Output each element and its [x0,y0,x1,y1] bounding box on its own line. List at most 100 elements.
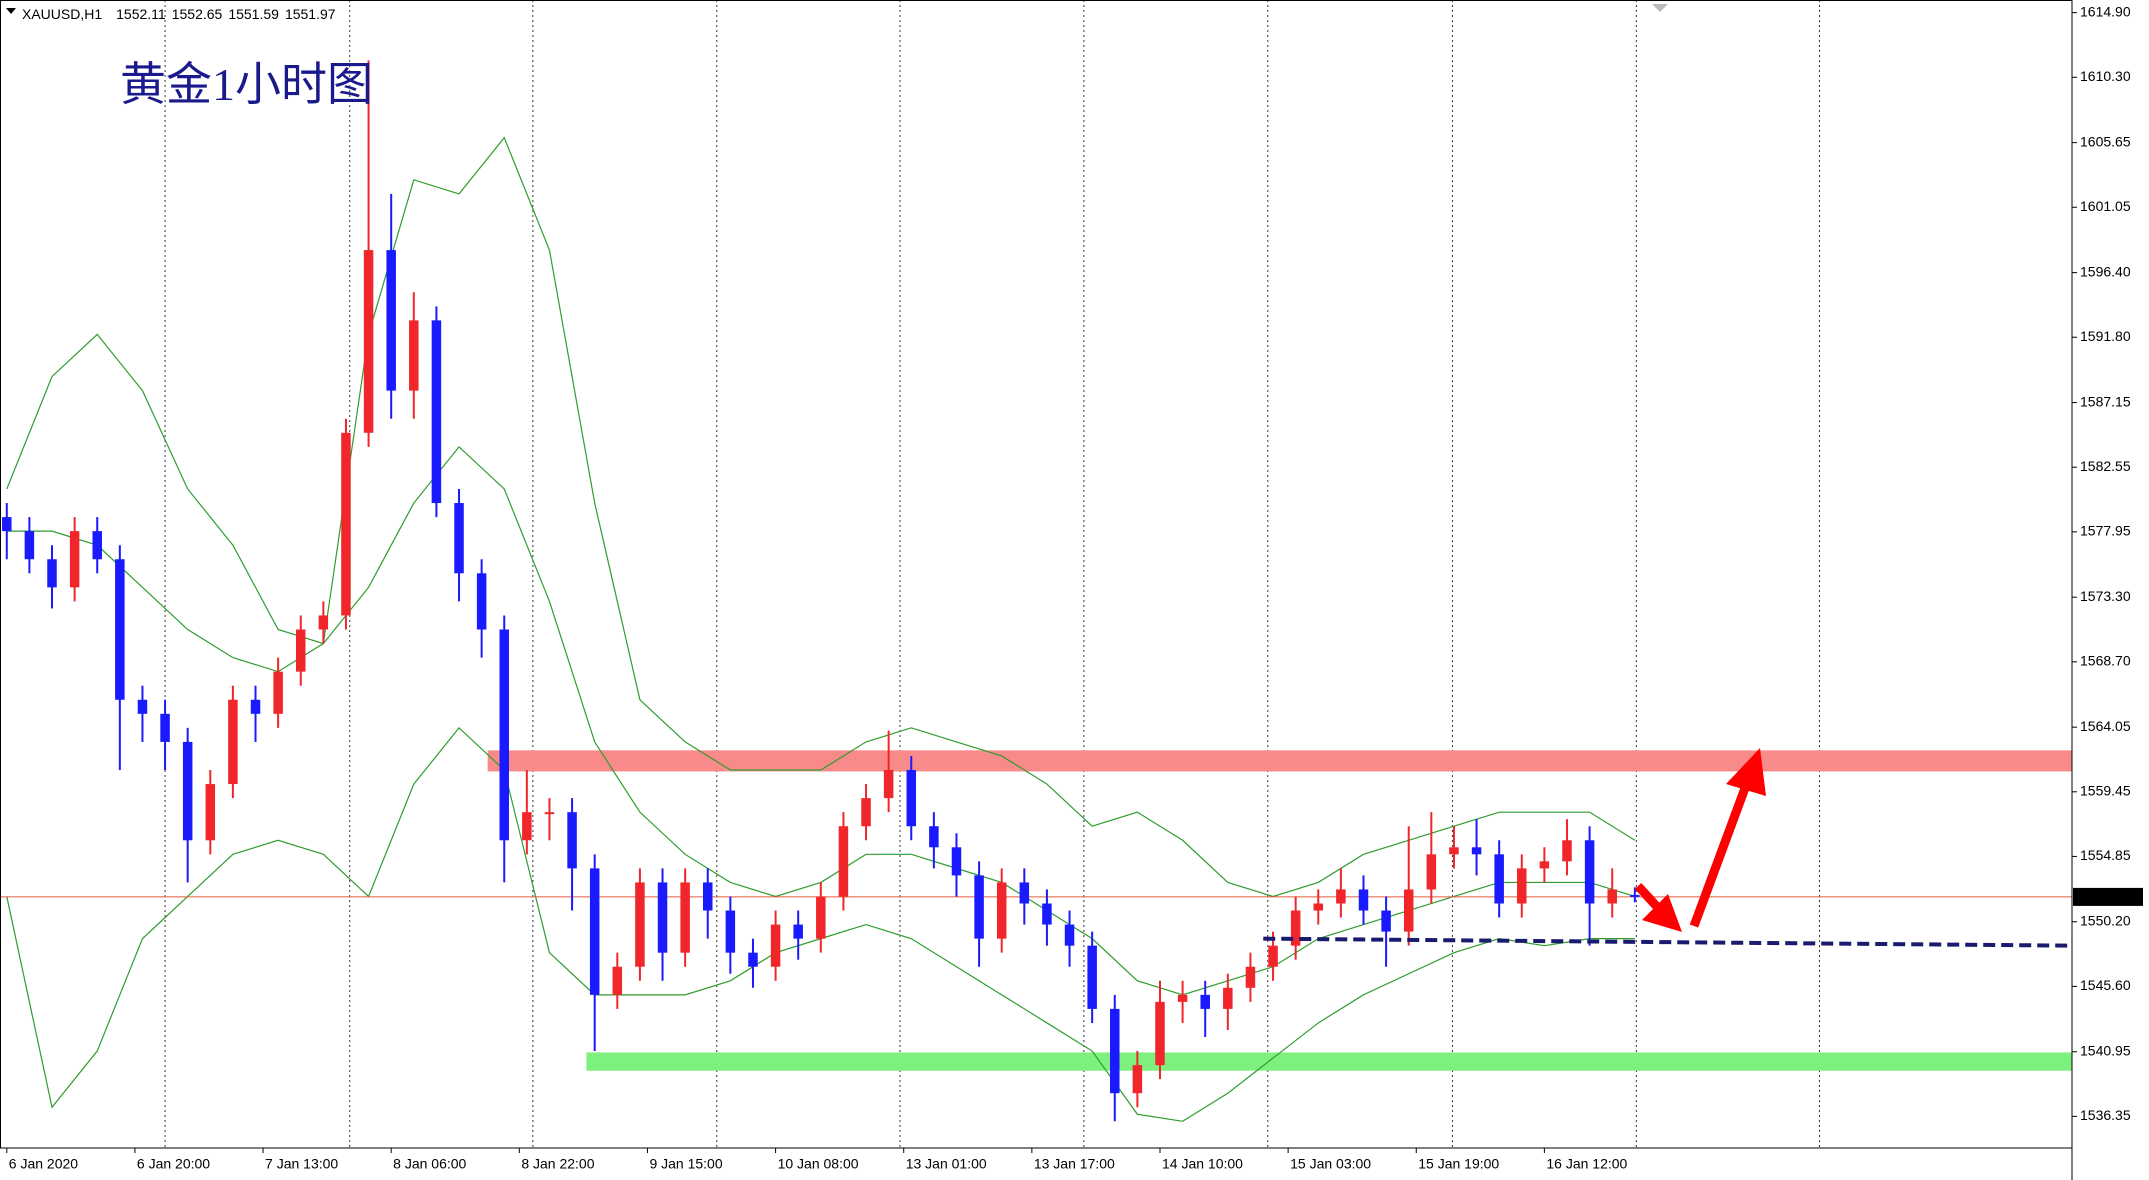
candle-body [1471,847,1482,855]
chart-title: 黄金1小时图 [120,59,373,110]
candle-body [1177,994,1188,1002]
candle-body [725,910,736,953]
candle-body [250,699,261,714]
x-tick-label: 10 Jan 08:00 [778,1156,859,1172]
candle-body [386,250,396,391]
header-high: 1552.65 [171,6,223,22]
symbol: XAUUSD,H1 [22,6,103,22]
x-tick-label: 13 Jan 01:00 [906,1156,987,1172]
candle-body [341,432,351,616]
y-tick-label: 1554.85 [2080,847,2131,863]
candle-body [703,882,713,911]
candle-body [951,847,962,876]
x-tick-label: 7 Jan 13:00 [265,1156,338,1172]
candle-body [273,671,283,714]
x-tick-label: 9 Jan 15:00 [649,1156,722,1172]
candle-body [544,812,555,815]
candle-body [929,826,939,848]
candle-body [1313,903,1324,911]
chart-header: XAUUSD,H1 1552.11 1552.65 1551.59 1551.97 [22,6,342,22]
y-tick-label: 1573.30 [2080,588,2131,604]
candle-body [1132,1065,1143,1094]
candle-body [974,875,984,939]
front-layer: 1614.90 1610.30 1605.65 1601.05 1596.40 1591.… [2,3,2143,1172]
candle-body [1223,987,1233,1009]
candle-body [318,615,329,630]
x-tick-label: 8 Jan 06:00 [393,1156,466,1172]
candle-body [906,770,917,827]
bollinger-band [6,136,1636,898]
candle-body [1110,1008,1120,1094]
x-tick-label: 15 Jan 03:00 [1290,1156,1371,1172]
y-tick-label: 1545.60 [2080,977,2131,993]
price-zone [487,750,2073,772]
x-tick-label: 16 Jan 12:00 [1546,1156,1627,1172]
candle-body [1087,945,1097,1009]
candle-body [92,531,102,560]
candle-body [205,784,216,841]
y-tick-label: 1568.70 [2080,653,2131,669]
back-layer [164,0,2073,1148]
y-tick-label: 1614.90 [2080,3,2131,19]
candle-body [680,882,690,953]
candle-body [1019,882,1030,904]
price-zone [586,1052,2072,1071]
candle-body [1539,861,1550,869]
candle-body [1494,854,1504,904]
candle-body [137,699,148,714]
candle-body [861,798,871,827]
y-tick-label: 1577.95 [2080,523,2131,539]
candle-body [69,531,80,588]
candle-body [1268,945,1278,967]
y-tick-label: 1559.45 [2080,782,2131,798]
candle-body [816,896,826,939]
candle-body [295,629,306,672]
candle-body [1200,994,1210,1009]
candle-body [1042,903,1052,925]
candle-body [1381,910,1391,932]
candle-body [115,559,125,700]
y-tick-label: 1587.15 [2080,393,2131,409]
candle-body [1517,868,1527,904]
x-tick-label: 6 Jan 2020 [9,1156,78,1172]
candle-body [612,966,623,995]
candle-body [1607,889,1617,904]
candle-body [1064,924,1075,946]
price-label: 1551.97 [2080,888,2131,904]
candle-body [160,713,170,742]
arrow-up-shaft [1689,778,1753,928]
y-tick-label: 1540.95 [2080,1042,2131,1058]
candle-body [770,924,781,967]
candle-body [228,699,238,785]
candle-body [182,741,193,841]
candle-body [1426,854,1437,890]
candle-body [1358,889,1369,911]
candle-body [1562,840,1572,862]
y-tick-label: 1582.55 [2080,458,2131,474]
x-tick-label: 8 Jan 22:00 [521,1156,594,1172]
candle-body [431,320,442,504]
candle-body [1290,910,1301,946]
y-tick-label: 1610.30 [2080,68,2131,84]
candle-body [838,826,849,897]
header-close: 1551.97 [284,6,336,22]
y-tick-label: 1550.20 [2080,912,2131,928]
candle-body [1403,889,1414,932]
candle-body [1630,894,1640,897]
candle-body [2,517,12,532]
candle-body [1155,1001,1165,1066]
scroll-marker [1652,4,1668,12]
y-tick-label: 1564.05 [2080,718,2131,734]
candle-body [409,320,419,391]
header-open: 1552.11 [116,6,166,22]
candle-body [47,559,57,588]
y-tick-label: 1536.35 [2080,1107,2131,1123]
menu-triangle [6,8,16,14]
candle-body [454,503,464,574]
candle-body [883,770,894,799]
y-tick-label: 1601.05 [2080,198,2131,214]
arrow-down-head [1642,894,1682,932]
